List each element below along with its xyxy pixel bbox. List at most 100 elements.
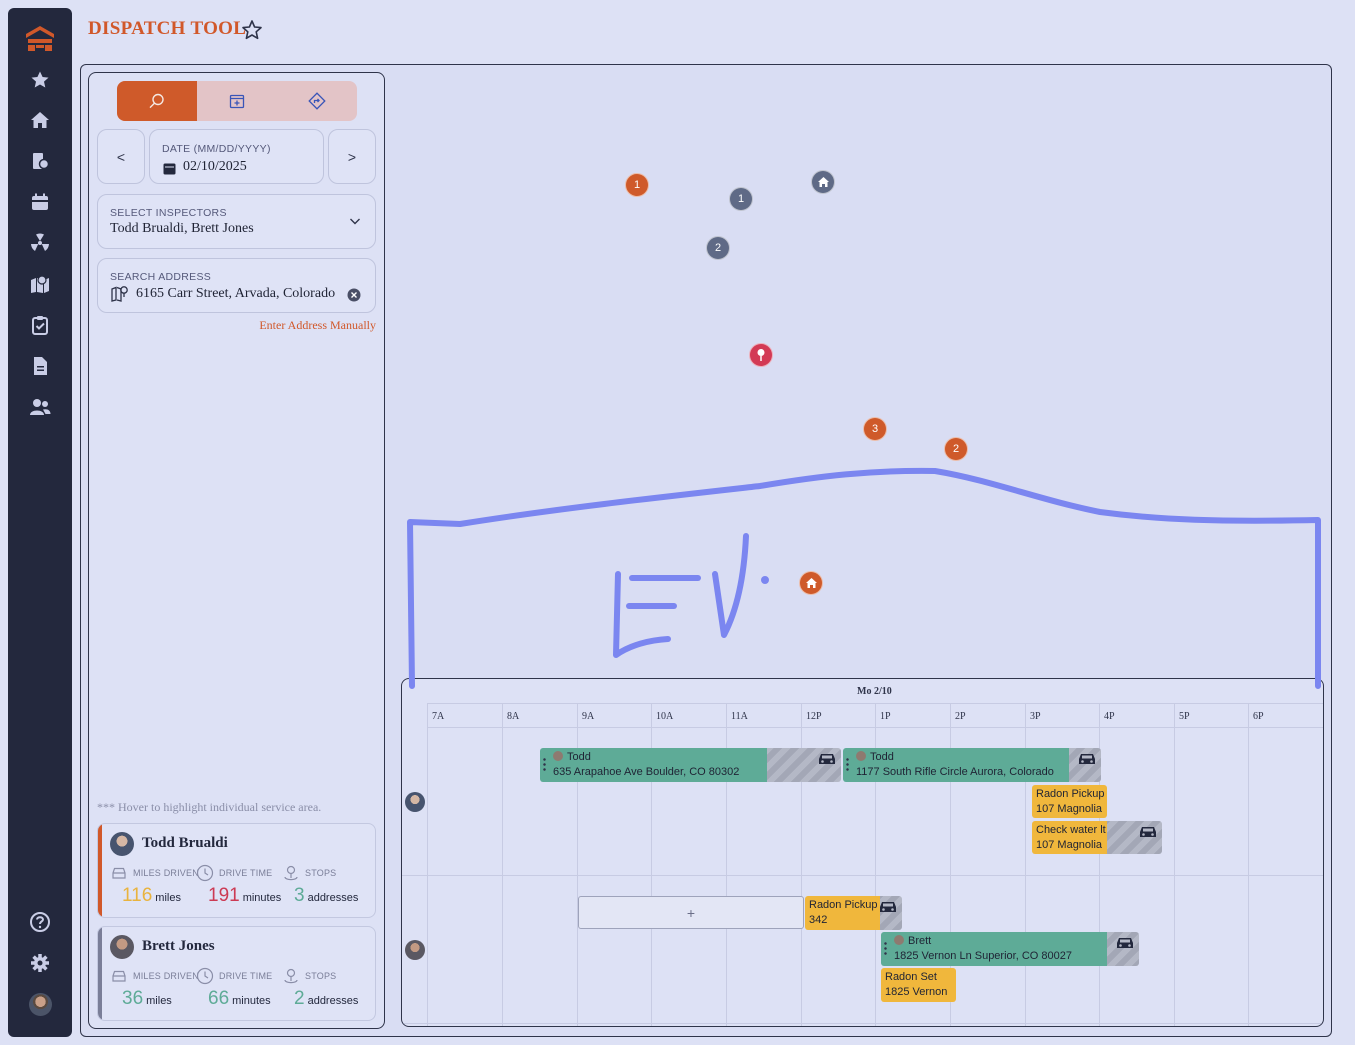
search-icon — [149, 93, 164, 109]
schedule-event[interactable]: Radon Pickup 107 Magnolia — [1032, 785, 1107, 818]
row-avatar-brett — [405, 940, 425, 960]
row-divider — [402, 1023, 1323, 1024]
calendar-icon[interactable] — [28, 190, 52, 214]
event-title: Todd — [567, 751, 591, 763]
star-icon[interactable] — [28, 68, 52, 92]
avatar — [110, 935, 134, 959]
map-search-icon — [111, 286, 128, 302]
enter-address-manually-link[interactable]: Enter Address Manually — [259, 318, 376, 332]
stops-value: 2 addresses — [294, 988, 358, 1010]
document-icon[interactable] — [28, 354, 52, 378]
panel-tab-group — [117, 81, 357, 121]
stops-unit: addresses — [307, 892, 359, 904]
event-title: Check water lt — [1036, 824, 1106, 836]
drive-number: 66 — [208, 988, 230, 1009]
schedule-event[interactable]: Radon Set 1825 Vernon — [881, 968, 956, 1002]
map-marker-brett-home[interactable] — [811, 170, 835, 194]
help-icon[interactable] — [28, 910, 52, 934]
drag-handle[interactable] — [543, 757, 546, 773]
prev-date-button[interactable]: < — [97, 129, 145, 184]
event-body — [1032, 821, 1107, 854]
miles-number: 116 — [122, 885, 153, 906]
clipboard-check-icon[interactable] — [28, 313, 52, 337]
inspectors-select[interactable]: SELECT INSPECTORS Todd Brualdi, Brett Jo… — [97, 194, 376, 249]
inspector-name: Brett Jones — [142, 938, 215, 954]
calendar-add-icon — [229, 94, 245, 109]
drive-value: 191 minutes — [208, 885, 281, 907]
location-pin-icon — [284, 968, 298, 984]
company-logo-icon[interactable] — [24, 24, 56, 52]
route-icon — [308, 92, 326, 110]
grid-line — [801, 704, 802, 1026]
day-header: Mo 2/10 — [857, 686, 892, 697]
divider — [427, 703, 1323, 704]
schedule-event[interactable]: Todd 1177 South Rifle Circle Aurora, Col… — [843, 748, 1101, 782]
inspectors-value: Todd Brualdi, Brett Jones — [110, 221, 254, 236]
clear-icon[interactable] — [347, 288, 361, 302]
grid-line — [726, 704, 727, 1026]
map-marker-todd-stop[interactable]: 1 — [625, 173, 649, 197]
schedule-event[interactable]: Radon Pickup 342 — [805, 896, 902, 930]
schedule-event[interactable]: Check water lt 107 Magnolia — [1032, 821, 1162, 854]
service-area-hint: *** Hover to highlight individual servic… — [97, 800, 322, 814]
map-pin-icon[interactable] — [28, 272, 52, 296]
map-marker-brett-stop[interactable]: 2 — [706, 236, 730, 260]
miles-label: MILES DRIVEN — [133, 971, 199, 981]
map-marker-todd-stop[interactable]: 3 — [863, 417, 887, 441]
schedule-event[interactable]: Todd 635 Arapahoe Ave Boulder, CO 80302 — [540, 748, 841, 782]
next-date-button[interactable]: > — [328, 129, 376, 184]
date-value: 02/10/2025 — [183, 159, 247, 174]
grid-line — [1248, 704, 1249, 1026]
hour-label: 7A — [432, 711, 445, 722]
stops-value: 3 addresses — [294, 885, 358, 907]
stops-unit: addresses — [307, 995, 359, 1007]
inspector-card-todd[interactable]: Todd Brualdi MILES DRIVEN 116 miles DRIVE… — [97, 823, 376, 918]
grid-line — [1099, 704, 1100, 1026]
schedule-event[interactable]: Brett 1825 Vernon Ln Superior, CO 80027 — [881, 932, 1139, 966]
event-address: 1825 Vernon Ln Superior, CO 80027 — [894, 950, 1072, 962]
radiation-icon[interactable] — [28, 231, 52, 255]
grid-line — [1174, 704, 1175, 1026]
grid-line — [1025, 704, 1026, 1026]
user-avatar[interactable] — [29, 993, 52, 1016]
card-accent — [98, 927, 102, 1020]
pin-icon — [757, 349, 765, 361]
stops-label: STOPS — [305, 971, 337, 981]
property-docs-icon[interactable] — [28, 149, 52, 173]
event-title: Todd — [870, 751, 894, 763]
event-body — [881, 932, 1107, 966]
event-address: 107 Magnolia — [1036, 839, 1103, 851]
inspector-card-brett[interactable]: Brett Jones MILES DRIVEN 36 miles DRIVE T… — [97, 926, 376, 1021]
hour-label: 1P — [880, 711, 891, 722]
drive-value: 66 minutes — [208, 988, 271, 1010]
miles-unit: miles — [146, 995, 172, 1007]
map-marker-brett-stop[interactable]: 1 — [729, 187, 753, 211]
avatar — [894, 935, 904, 945]
date-field[interactable]: DATE (MM/DD/YYYY) 02/10/2025 — [149, 129, 324, 184]
drag-handle[interactable] — [846, 757, 849, 773]
address-search-field[interactable]: SEARCH ADDRESS 6165 Carr Street, Arvada,… — [97, 258, 376, 313]
car-icon — [112, 867, 126, 879]
drag-handle[interactable] — [884, 941, 887, 957]
favorite-star-icon[interactable] — [240, 18, 264, 42]
tab-schedule[interactable] — [197, 81, 277, 121]
settings-icon[interactable] — [28, 951, 52, 975]
stops-number: 3 — [294, 885, 305, 906]
hour-label: 3P — [1030, 711, 1041, 722]
clock-icon — [196, 864, 214, 882]
tab-search[interactable] — [117, 81, 197, 121]
map-marker-todd-home[interactable] — [799, 571, 823, 595]
grid-line — [950, 704, 951, 1026]
car-icon — [1079, 754, 1095, 764]
add-appointment-slot[interactable]: + — [578, 896, 804, 929]
event-address: 107 Magnolia — [1036, 803, 1103, 815]
hour-label: 2P — [955, 711, 966, 722]
users-icon[interactable] — [28, 395, 52, 419]
stops-number: 2 — [294, 988, 305, 1009]
hour-label: 9A — [582, 711, 595, 722]
address-value: 6165 Carr Street, Arvada, Colorado — [136, 286, 336, 301]
map-marker-todd-stop[interactable]: 2 — [944, 437, 968, 461]
tab-route[interactable] — [277, 81, 357, 121]
home-icon[interactable] — [28, 108, 52, 132]
map-marker-search-location[interactable] — [749, 343, 773, 367]
